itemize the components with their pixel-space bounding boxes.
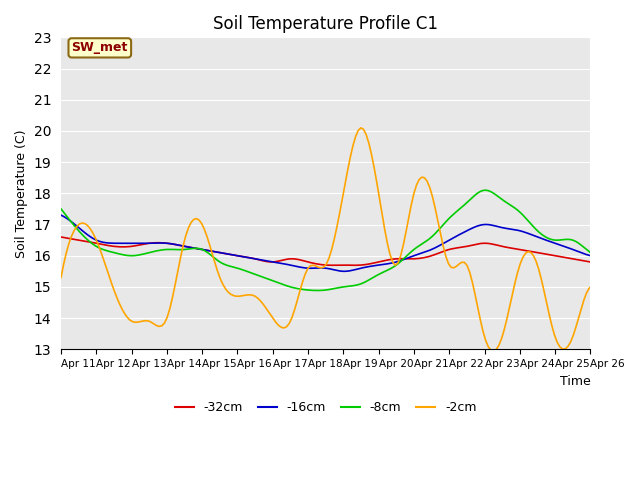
Y-axis label: Soil Temperature (C): Soil Temperature (C) bbox=[15, 129, 28, 258]
Title: Soil Temperature Profile C1: Soil Temperature Profile C1 bbox=[213, 15, 438, 33]
X-axis label: Time: Time bbox=[559, 374, 590, 387]
Legend: -32cm, -16cm, -8cm, -2cm: -32cm, -16cm, -8cm, -2cm bbox=[170, 396, 482, 419]
Text: SW_met: SW_met bbox=[72, 41, 128, 54]
